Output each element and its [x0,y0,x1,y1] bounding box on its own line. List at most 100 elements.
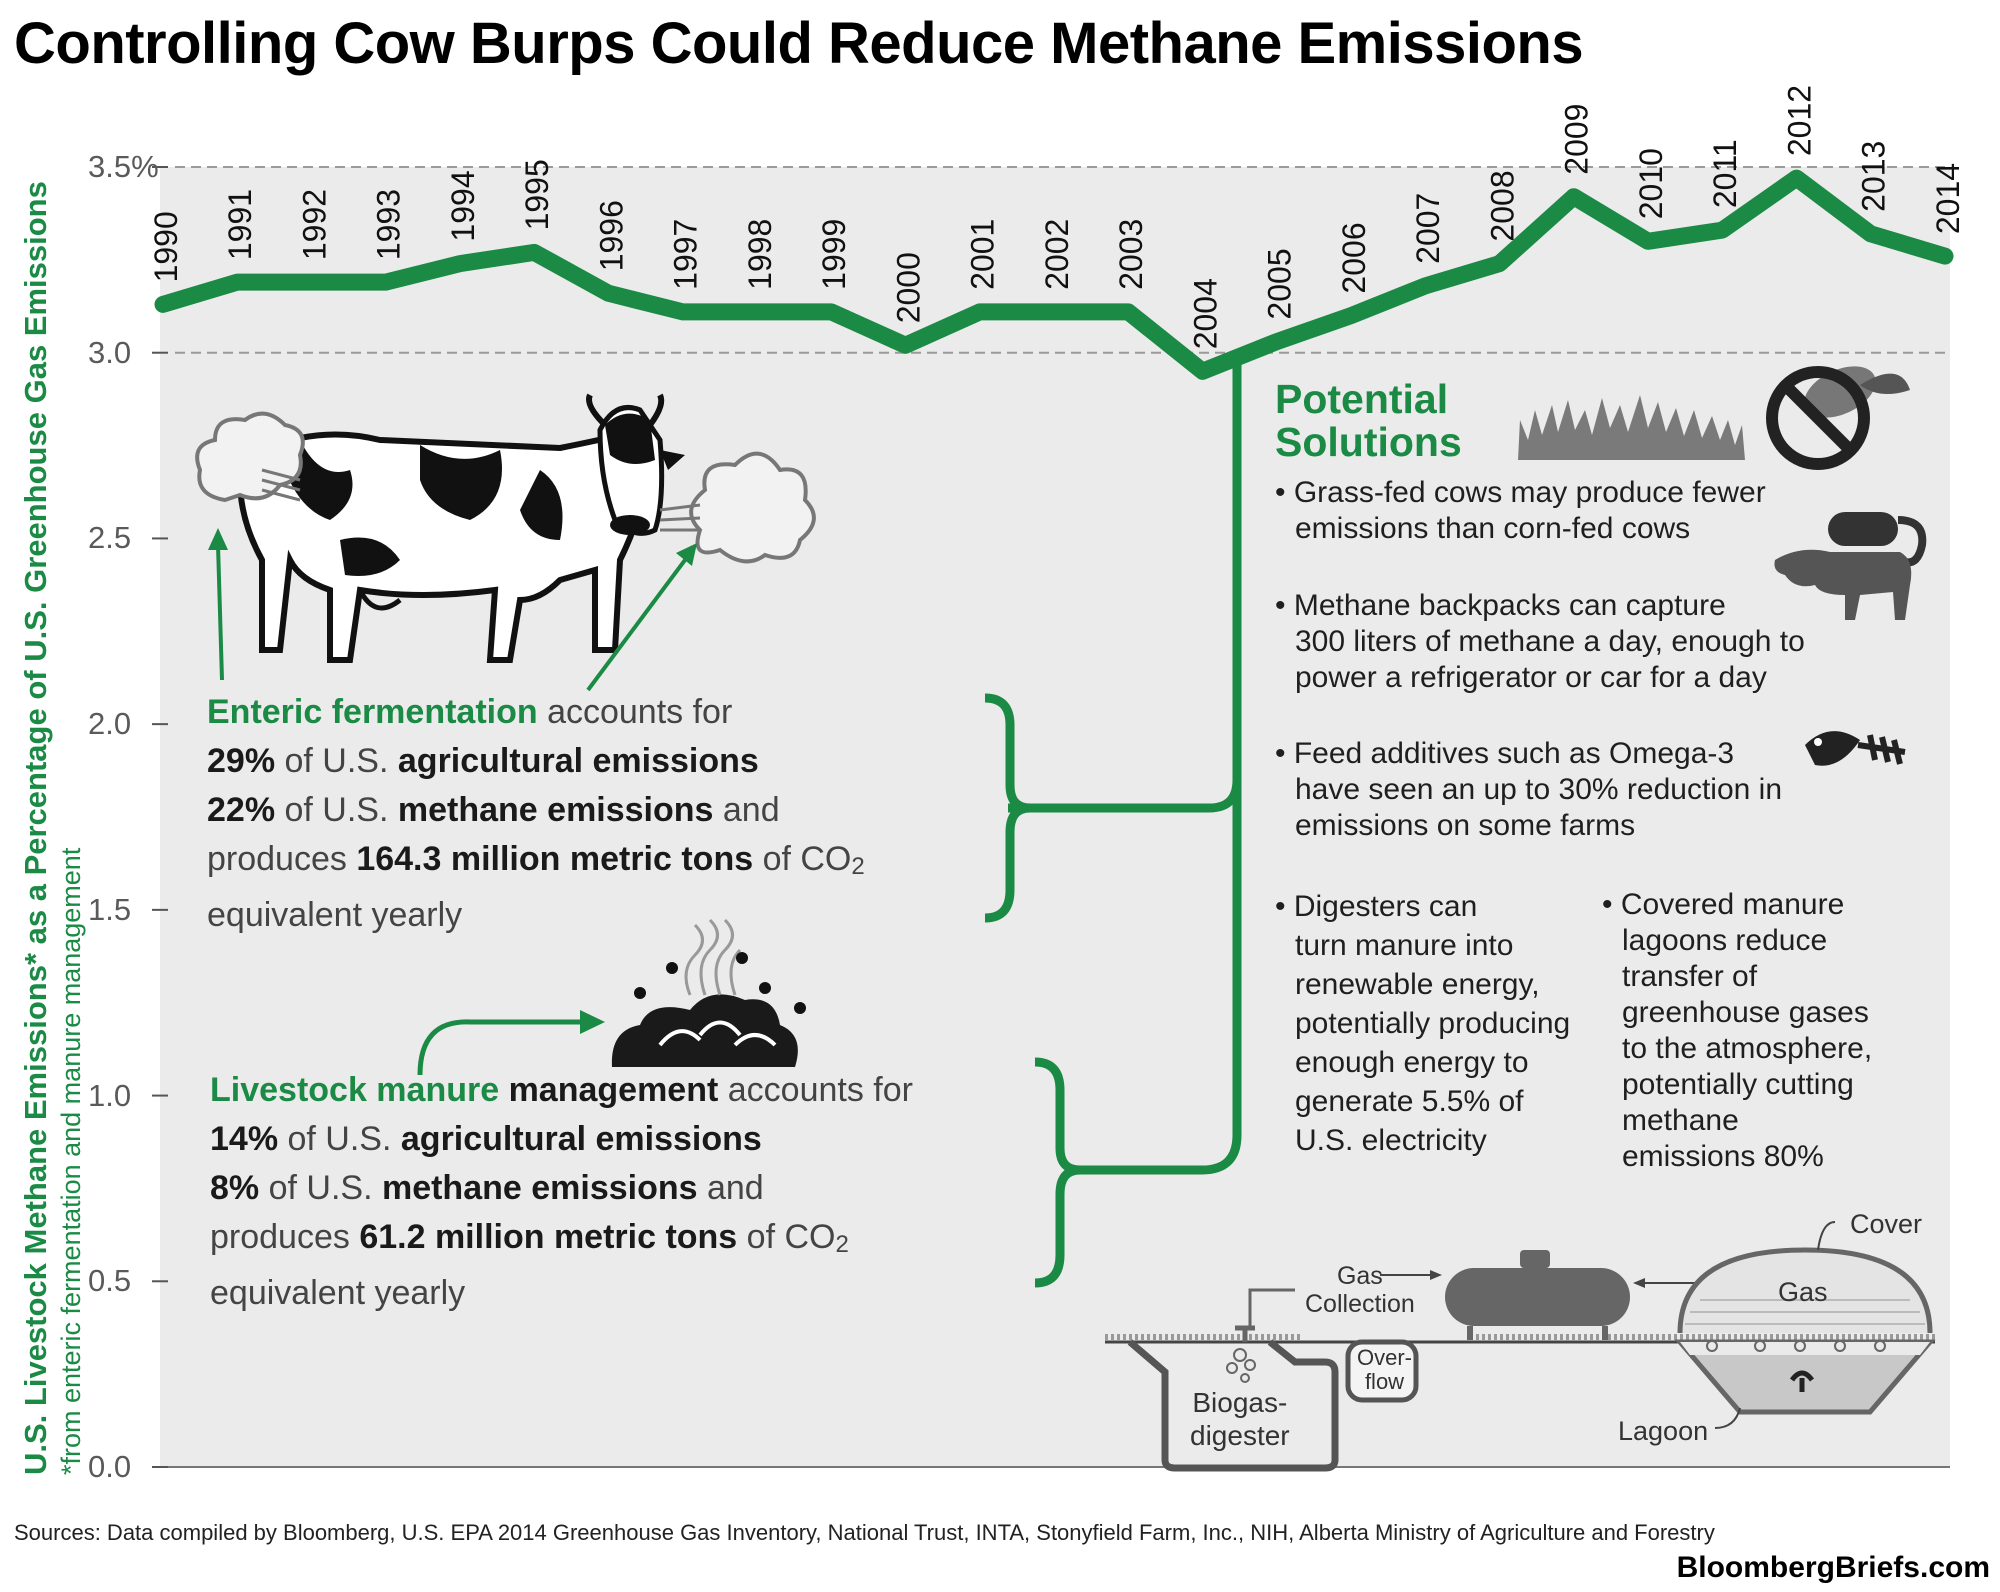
y-tick-label-7: 3.5% [88,149,159,184]
no-corn-icon [1766,366,1910,470]
data-point-2003 [1125,308,1132,315]
data-point-2005 [1273,338,1280,345]
diagram-digester-label: Biogas- digester [1190,1386,1290,1452]
manure-ag-label: agricultural emissions [400,1120,762,1158]
year-label-1990: 1990 [148,211,184,282]
y-axis-label: U.S. Livestock Methane Emissions* as a P… [18,181,53,1475]
manure-l3-end: and [697,1169,764,1207]
connector-branch-enteric [1008,779,1242,813]
solution-5-line-6: potentially cutting [1622,1068,1854,1101]
solution-4-line-3: renewable energy, [1295,968,1540,1001]
year-label-1994: 1994 [445,170,481,241]
solution-1-line-2: emissions than corn-fed cows [1295,512,1691,545]
year-label-2013: 2013 [1856,141,1892,212]
year-label-2014: 2014 [1930,163,1966,234]
data-point-2010 [1645,238,1651,245]
data-point-2001 [976,308,983,315]
manure-methane-pct: 8% [210,1169,260,1207]
enteric-fermentation-text: Enteric fermentation accounts for 29% of… [207,688,865,940]
year-label-2002: 2002 [1039,219,1075,290]
year-label-1995: 1995 [519,159,555,230]
cow-illustration [216,393,685,663]
year-label-1999: 1999 [816,219,852,290]
solution-5-line-3: transfer of [1622,960,1758,993]
solution-backpacks: • Methane backpacks can capture 300 lite… [1275,588,1805,696]
solution-2-line-2: 300 liters of methane a day, enough to [1295,625,1805,658]
year-label-1998: 1998 [742,219,778,290]
diagram-lagoon-label: Lagoon [1618,1416,1709,1446]
rear-arrow-head [208,528,228,550]
data-point-2014 [1942,253,1948,260]
manure-management-text: Livestock manure management accounts for… [210,1066,913,1318]
manure-methane-label: methane emissions [381,1169,698,1207]
brand-link[interactable]: BloombergBriefs.com [1676,1551,1990,1584]
manure-l3-mid: of U.S. [259,1169,382,1207]
manure-title-bold: management [499,1071,719,1109]
enteric-l5: equivalent yearly [207,896,463,934]
solution-3-line-2: have seen an up to 30% reduction in [1295,773,1783,806]
year-label-2010: 2010 [1633,148,1669,219]
overflow-line-2: flow [1364,1369,1405,1394]
solutions-heading-1: Potential [1275,376,1449,422]
data-point-1991 [234,279,241,286]
enteric-tons: 164.3 million metric tons [356,840,754,878]
solution-4-line-4: potentially producing [1295,1007,1571,1040]
gas-collection-line-2: Collection [1305,1290,1415,1318]
enteric-l1-rest: accounts for [537,693,733,731]
year-label-1991: 1991 [222,189,258,260]
manure-co2-sub: 2 [835,1231,849,1258]
enteric-l3-end: and [713,791,780,829]
manure-l4-end: of CO [737,1218,836,1256]
year-label-1996: 1996 [594,200,630,271]
digester-line-2: digester [1190,1420,1290,1451]
data-point-2011 [1719,227,1726,234]
solution-feed-additives: • Feed additives such as Omega-3 have se… [1275,736,1782,844]
solution-5-line-7: methane [1622,1104,1739,1137]
enteric-l4-start: produces [207,840,357,878]
diagram-cover-label: Cover [1850,1209,1923,1239]
page-title: Controlling Cow Burps Could Reduce Metha… [14,11,1584,76]
enteric-title: Enteric fermentation [207,693,538,731]
plot-background [160,167,1950,1467]
solution-1-line-1: • Grass-fed cows may produce fewer [1275,476,1766,509]
fish-bone-icon [1805,731,1906,766]
manure-tons: 61.2 million metric tons [359,1218,738,1256]
y-axis-title: U.S. Livestock Methane Emissions* as a P… [18,181,87,1475]
data-point-1996 [605,290,612,297]
rear-arrow [216,544,224,681]
y-tick-label-1: 0.5 [88,1263,132,1299]
data-point-1990 [160,301,166,308]
year-label-2005: 2005 [1262,248,1298,319]
rear-gas-lines [261,468,301,502]
data-point-1995 [531,249,538,256]
year-label-2001: 2001 [965,219,1001,290]
year-label-2009: 2009 [1559,104,1595,175]
diagram-gas-collection-label: Gas Collection [1305,1262,1415,1318]
data-point-1993 [382,279,389,286]
enteric-brace [984,693,1031,923]
manure-title: Livestock manure [210,1071,500,1109]
enteric-ag-pct: 29% [207,742,276,780]
solution-3-line-3: emissions on some farms [1295,809,1636,842]
year-label-1997: 1997 [668,219,704,290]
solution-5-line-5: to the atmosphere, [1622,1032,1873,1065]
solution-3-line-1: • Feed additives such as Omega-3 [1275,737,1735,770]
enteric-l2-mid: of U.S. [275,742,398,780]
year-label-2007: 2007 [1410,193,1446,264]
year-label-2008: 2008 [1485,170,1521,241]
data-point-1999 [828,308,835,315]
year-label-2011: 2011 [1707,139,1743,208]
y-tick-label-6: 3.0 [88,334,132,370]
data-point-2012 [1793,175,1800,182]
solution-5-line-2: lagoons reduce [1622,924,1828,957]
data-point-2009 [1570,193,1577,200]
manure-arrow [417,1019,580,1076]
enteric-ag-label: agricultural emissions [397,742,759,780]
diagram-overflow-label: Over- flow [1357,1346,1412,1394]
diagram-gas-label: Gas [1778,1277,1828,1307]
data-point-1997 [679,308,686,315]
solution-5-line-4: greenhouse gases [1622,996,1869,1029]
solution-2-line-3: power a refrigerator or car for a day [1295,661,1767,694]
cow-backpack-icon [1774,512,1927,620]
